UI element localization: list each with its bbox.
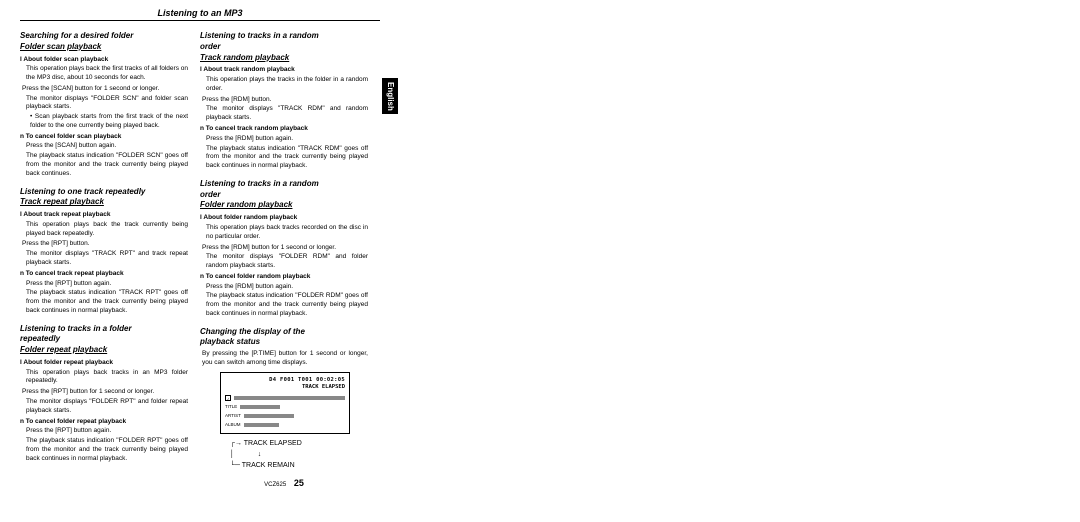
- bullet-heading: n To cancel folder random playback: [200, 273, 368, 282]
- bar-icon: [244, 423, 279, 427]
- display-label: ALBUM: [225, 422, 241, 428]
- cycle-label: TRACK REMAIN: [242, 462, 295, 469]
- body-text: The monitor displays "TRACK RDM" and ran…: [206, 105, 368, 123]
- display-row: ALBUM: [225, 422, 345, 428]
- cycle-label: TRACK ELAPSED: [244, 440, 302, 447]
- section-subheading: Folder scan playback: [20, 42, 188, 53]
- body-text: This operation plays back the first trac…: [26, 65, 188, 83]
- page-number: 25: [294, 478, 304, 488]
- section-heading: Listening to tracks in a random: [200, 31, 368, 42]
- section-heading: Searching for a desired folder: [20, 31, 188, 42]
- body-text: Press the [RPT] button.: [22, 240, 188, 249]
- body-text: The playback status indication "TRACK RP…: [26, 289, 188, 315]
- section-subheading: Folder random playback: [200, 200, 368, 211]
- bar-icon: [240, 405, 280, 409]
- section-heading: Listening to tracks in a folder: [20, 324, 188, 335]
- section-subheading: Track random playback: [200, 53, 368, 64]
- bullet-heading: l About folder random playback: [200, 214, 368, 223]
- body-text: Press the [RPT] button again.: [26, 427, 188, 436]
- section-heading: order: [200, 42, 368, 53]
- body-text: The playback status indication "TRACK RD…: [206, 145, 368, 171]
- page-footer: VCZ625 25: [200, 477, 368, 489]
- section-heading: order: [200, 190, 368, 201]
- body-text: Press the [RDM] button for 1 second or l…: [202, 244, 368, 253]
- bullet-heading: l About track repeat playback: [20, 211, 188, 220]
- body-text: Press the [RPT] button again.: [26, 280, 188, 289]
- column-left: Searching for a desired folder Folder sc…: [20, 27, 188, 489]
- display-row: ♪: [225, 395, 345, 401]
- body-text: This operation plays back tracks in an M…: [26, 369, 188, 387]
- body-text: Press the [RDM] button again.: [206, 135, 368, 144]
- body-text: The playback status indication "FOLDER R…: [26, 437, 188, 463]
- language-tab: English: [382, 78, 398, 114]
- body-text: This operation plays back the track curr…: [26, 221, 188, 239]
- body-text: The monitor displays "FOLDER RDM" and fo…: [206, 253, 368, 271]
- section-subheading: Track repeat playback: [20, 197, 188, 208]
- bullet-heading: l About folder repeat playback: [20, 359, 188, 368]
- body-text: The playback status indication "FOLDER S…: [26, 152, 188, 178]
- section-heading: playback status: [200, 337, 368, 348]
- section-subheading: Folder repeat playback: [20, 345, 188, 356]
- bullet-heading: n To cancel track repeat playback: [20, 270, 188, 279]
- body-text: The monitor displays "FOLDER SCN" and fo…: [26, 95, 188, 113]
- bar-icon: [244, 414, 294, 418]
- body-text: This operation plays back tracks recorde…: [206, 224, 368, 242]
- display-line: TRACK ELAPSED: [225, 384, 345, 391]
- cycle-line: │ ↓: [230, 449, 368, 460]
- body-text: Press the [RDM] button.: [202, 96, 368, 105]
- columns: Searching for a desired folder Folder sc…: [20, 27, 380, 489]
- body-text: By pressing the [P.TIME] button for 1 se…: [202, 350, 368, 368]
- cycle-line: └─ TRACK REMAIN: [230, 460, 368, 471]
- display-row: ARTIST: [225, 413, 345, 419]
- display-screen: D4 F001 T001 00:02:05 TRACK ELAPSED ♪ TI…: [220, 372, 350, 434]
- page-header: Listening to an MP3: [20, 8, 380, 21]
- body-text: The monitor displays "TRACK RPT" and tra…: [26, 250, 188, 268]
- section-heading: Listening to tracks in a random: [200, 179, 368, 190]
- bullet-heading: n To cancel folder scan playback: [20, 133, 188, 142]
- body-text: This operation plays the tracks in the f…: [206, 76, 368, 94]
- bullet-heading: n To cancel track random playback: [200, 125, 368, 134]
- section-heading: Changing the display of the: [200, 327, 368, 338]
- display-row: TITLE: [225, 404, 345, 410]
- display-line: D4 F001 T001 00:02:05: [225, 377, 345, 384]
- cycle-diagram: ┌→ TRACK ELAPSED │ ↓ └─ TRACK REMAIN: [230, 438, 368, 472]
- body-text: • Scan playback starts from the first tr…: [30, 113, 188, 131]
- column-right: Listening to tracks in a random order Tr…: [200, 27, 368, 489]
- body-text: The monitor displays "FOLDER RPT" and fo…: [26, 398, 188, 416]
- body-text: Press the [SCAN] button again.: [26, 142, 188, 151]
- display-label: ARTIST: [225, 413, 241, 419]
- bullet-heading: n To cancel folder repeat playback: [20, 418, 188, 427]
- body-text: Press the [SCAN] button for 1 second or …: [22, 85, 188, 94]
- bar-icon: [234, 396, 345, 400]
- body-text: Press the [RDM] button again.: [206, 283, 368, 292]
- footer-code: VCZ625: [264, 482, 286, 488]
- manual-page: Listening to an MP3 English Searching fo…: [20, 8, 380, 508]
- note-icon: ♪: [225, 395, 231, 401]
- body-text: Press the [RPT] button for 1 second or l…: [22, 388, 188, 397]
- section-heading: repeatedly: [20, 334, 188, 345]
- section-heading: Listening to one track repeatedly: [20, 187, 188, 198]
- bullet-heading: l About folder scan playback: [20, 56, 188, 65]
- body-text: The playback status indication "FOLDER R…: [206, 292, 368, 318]
- display-label: TITLE: [225, 404, 237, 410]
- cycle-line: ┌→ TRACK ELAPSED: [230, 438, 368, 449]
- bullet-heading: l About track random playback: [200, 66, 368, 75]
